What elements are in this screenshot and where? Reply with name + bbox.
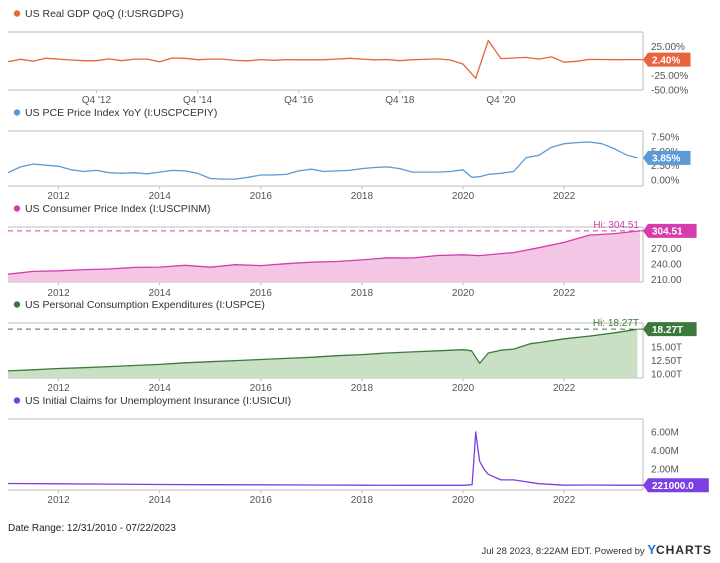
x-tick-label: 2022 — [553, 495, 576, 506]
last-value-label: 304.51 — [652, 227, 683, 238]
chart-title: US PCE Price Index YoY (I:USCPCEPIY) — [25, 107, 217, 119]
x-tick-label: Q4 '14 — [183, 95, 213, 106]
y-tick-label: 7.50% — [651, 132, 679, 143]
series-line — [7, 328, 638, 372]
ycharts-logo-text: CHARTS — [656, 543, 712, 557]
y-tick-label: 2.00M — [651, 464, 679, 475]
hi-label: Hi: 304.51 — [593, 220, 639, 231]
series-line — [7, 431, 643, 486]
chart-title: US Initial Claims for Unemployment Insur… — [25, 395, 291, 407]
date-range: Date Range: 12/31/2010 - 07/22/2023 — [8, 523, 176, 534]
x-tick-label: 2014 — [149, 383, 172, 394]
x-tick-label: 2018 — [351, 383, 374, 394]
x-tick-label: 2012 — [47, 288, 70, 299]
last-value-flag — [643, 478, 709, 493]
y-tick-label: 25.00% — [651, 42, 685, 53]
last-value-flag — [643, 322, 697, 337]
series-line — [7, 141, 638, 180]
chart-title: US Real GDP QoQ (I:USRGDPG) — [25, 8, 184, 20]
y-tick-label: 0.00% — [651, 176, 679, 187]
chart-title: US Personal Consumption Expenditures (I:… — [25, 299, 265, 311]
y-tick-label: 12.50T — [651, 356, 682, 367]
last-value-flag — [643, 52, 691, 67]
last-value-flag — [643, 150, 691, 165]
x-tick-label: 2020 — [452, 288, 475, 299]
chart-panel-1: US Real GDP QoQ (I:USRGDPG) Q4 '12 Q4 '14 Q… — [7, 8, 691, 106]
x-tick-label: 2012 — [47, 495, 70, 506]
chart-panel-3: US Consumer Price Index (I:USCPINM) 2012 2… — [7, 203, 697, 299]
y-tick-label: 210.00 — [651, 275, 682, 286]
y-tick-label: -50.00% — [651, 86, 688, 97]
x-tick-label: Q4 '12 — [82, 95, 112, 106]
x-tick-label: 2020 — [452, 191, 475, 202]
y-tick-label: 15.00T — [651, 342, 682, 353]
y-tick-label: 240.00 — [651, 260, 682, 271]
x-tick-label: 2016 — [250, 191, 273, 202]
x-tick-label: 2014 — [149, 495, 172, 506]
y-tick-label: 2.50% — [651, 161, 679, 172]
legend-dot — [13, 397, 21, 404]
y-tick-label: 10.00T — [651, 370, 682, 381]
hi-label: Hi: 18.27T — [593, 318, 639, 329]
y-tick-label: 6.00M — [651, 427, 679, 438]
legend-dot — [13, 109, 21, 116]
series-area — [8, 329, 638, 378]
x-tick-label: 2022 — [553, 191, 576, 202]
x-tick-label: 2018 — [351, 288, 374, 299]
series-area — [8, 230, 640, 282]
series-line — [7, 39, 643, 79]
last-value-label: 18.27T — [652, 325, 683, 336]
x-tick-label: 2014 — [149, 288, 172, 299]
y-tick-label: -25.00% — [651, 71, 688, 82]
chart-panel-5: US Initial Claims for Unemployment Insur… — [7, 395, 709, 506]
x-tick-label: 2018 — [351, 191, 374, 202]
y-tick-label: 4.00M — [651, 446, 679, 457]
legend-dot — [13, 301, 21, 308]
footer-attribution: Jul 28 2023, 8:22AM EDT. Powered by YCHA… — [482, 542, 713, 557]
series-line — [7, 230, 641, 275]
x-tick-label: 2020 — [452, 383, 475, 394]
legend-dot — [13, 10, 21, 17]
last-value-label: 221000.0 — [652, 481, 694, 492]
x-tick-label: 2016 — [250, 383, 273, 394]
last-value-flag — [643, 223, 697, 238]
legend-dot — [13, 205, 21, 212]
x-tick-label: 2016 — [250, 288, 273, 299]
ycharts-logo-icon: Y — [647, 542, 656, 557]
chart-panel-2: US PCE Price Index YoY (I:USCPCEPIY) 2012… — [7, 107, 691, 202]
x-tick-label: 2014 — [149, 191, 172, 202]
x-tick-label: 2016 — [250, 495, 273, 506]
powered-by-label: Powered by — [594, 546, 645, 557]
x-tick-label: 2022 — [553, 383, 576, 394]
x-tick-label: Q4 '20 — [486, 95, 516, 106]
y-tick-label: 270.00 — [651, 244, 682, 255]
chart-title: US Consumer Price Index (I:USCPINM) — [25, 203, 211, 215]
x-tick-label: Q4 '16 — [284, 95, 314, 106]
chart-panel-4: US Personal Consumption Expenditures (I:… — [7, 299, 697, 394]
last-value-label: 3.85% — [652, 154, 680, 165]
x-tick-label: 2022 — [553, 288, 576, 299]
x-tick-label: Q4 '18 — [385, 95, 415, 106]
x-tick-label: 2012 — [47, 383, 70, 394]
last-value-label: 2.40% — [652, 55, 680, 66]
timestamp: Jul 28 2023, 8:22AM EDT. — [481, 546, 592, 557]
x-tick-label: 2012 — [47, 191, 70, 202]
x-tick-label: 2020 — [452, 495, 475, 506]
x-tick-label: 2018 — [351, 495, 374, 506]
